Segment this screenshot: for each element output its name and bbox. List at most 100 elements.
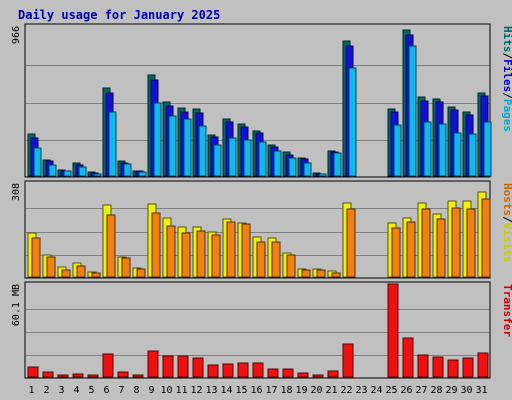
- y-max-label: 308: [11, 183, 22, 201]
- transfer-bar: [447, 359, 459, 378]
- pages-bar: [168, 115, 177, 177]
- x-axis: 1 2 3 4 5 6 7 8 9 10 11 12 13 14 15 16 17 18 19 20 21 22 23 24 2…: [28, 385, 487, 396]
- y-max-label: 966: [11, 26, 22, 44]
- transfer-bar: [432, 356, 444, 378]
- pages-bar: [228, 137, 237, 177]
- hosts-bar: [481, 198, 491, 278]
- x-tick-label: 3: [58, 385, 64, 396]
- x-tick-label: 31: [475, 385, 487, 396]
- pages-bar: [393, 124, 402, 177]
- hosts-bar: [151, 212, 161, 278]
- pages-bar: [408, 45, 417, 177]
- transfer-bar: [267, 368, 279, 378]
- transfer-bar: [237, 362, 249, 378]
- transfer-bar: [207, 364, 219, 378]
- legend-entry: Hits: [501, 26, 512, 53]
- pages-bar: [333, 152, 342, 177]
- transfer-bar: [312, 374, 324, 378]
- transfer-bar: [402, 337, 414, 378]
- x-tick-label: 10: [160, 385, 172, 396]
- x-tick-label: 13: [205, 385, 217, 396]
- x-tick-label: 29: [445, 385, 457, 396]
- pages-bar: [108, 111, 117, 177]
- x-tick-label: 20: [310, 385, 322, 396]
- hosts-bar: [451, 207, 461, 278]
- pages-bar: [63, 170, 72, 177]
- hosts-bar: [436, 218, 446, 278]
- transfer-bar: [342, 343, 354, 378]
- pages-bar: [423, 121, 432, 177]
- pages-bar: [468, 133, 477, 177]
- pages-bar: [303, 162, 312, 177]
- transfer-bar: [462, 357, 474, 378]
- transfer-bar: [27, 366, 39, 378]
- pages-bar: [183, 118, 192, 177]
- hosts-bar: [301, 269, 311, 278]
- transfer-bar: [147, 350, 159, 378]
- transfer-bar: [87, 374, 99, 378]
- pages-bar: [48, 164, 57, 177]
- transfer-bar: [102, 353, 114, 378]
- x-tick-label: 2: [43, 385, 49, 396]
- pages-bar: [123, 163, 132, 177]
- pages-bar: [438, 123, 447, 177]
- transfer-bar: [282, 368, 294, 378]
- x-tick-label: 7: [118, 385, 124, 396]
- x-tick-label: 22: [340, 385, 352, 396]
- transfer-bar: [162, 355, 174, 378]
- transfer-bar: [252, 362, 264, 378]
- x-tick-label: 5: [88, 385, 94, 396]
- hosts-bar: [316, 269, 326, 278]
- legend-entry: Pages: [501, 99, 512, 132]
- hosts-bar: [61, 269, 71, 278]
- transfer-bar: [387, 283, 399, 378]
- legend-entry: Transfer: [501, 284, 512, 337]
- pages-bar: [198, 125, 207, 177]
- hosts-bar: [331, 272, 341, 278]
- pages-bar: [258, 141, 267, 177]
- hosts-bar: [46, 256, 56, 278]
- pages-bar: [318, 173, 327, 177]
- x-tick-label: 11: [175, 385, 187, 396]
- x-tick-label: 30: [460, 385, 472, 396]
- hosts-bar: [181, 232, 191, 278]
- hosts-bar: [271, 241, 281, 278]
- transfer-bar: [117, 371, 129, 378]
- pages-bar: [273, 150, 282, 177]
- pages-bar: [33, 147, 42, 177]
- transfer-bar: [297, 372, 309, 378]
- panel-hosts-visits: 308 Hosts/Visits: [11, 180, 512, 279]
- hosts-bar: [286, 254, 296, 278]
- pages-bar: [138, 171, 147, 177]
- hosts-bar: [256, 241, 266, 278]
- transfer-bar: [222, 363, 234, 378]
- pages-bar: [213, 144, 222, 177]
- legend-entry: Files: [501, 59, 512, 92]
- transfer-bar: [42, 371, 54, 378]
- transfer-bar: [192, 357, 204, 378]
- hosts-bar: [346, 208, 356, 278]
- transfer-bar: [327, 370, 339, 378]
- pages-bar: [288, 157, 297, 177]
- transfer-bar: [72, 373, 84, 378]
- hosts-bar: [226, 221, 236, 278]
- hosts-bar: [136, 268, 146, 278]
- hosts-bar: [31, 237, 41, 278]
- transfer-bar: [177, 355, 189, 378]
- x-tick-label: 17: [265, 385, 277, 396]
- transfer-bar: [132, 374, 144, 378]
- hosts-bar: [241, 223, 251, 278]
- transfer-bar: [57, 374, 69, 378]
- hosts-bar: [166, 225, 176, 278]
- transfer-bar: [477, 352, 489, 378]
- x-tick-label: 4: [73, 385, 79, 396]
- pages-bar: [348, 67, 357, 177]
- hosts-bar: [466, 208, 476, 278]
- pages-bar: [93, 173, 102, 177]
- series-legend: Hosts/Visits: [501, 183, 512, 263]
- pages-bar: [243, 139, 252, 177]
- y-max-label: 60.1 MB: [11, 284, 22, 326]
- x-tick-label: 16: [250, 385, 262, 396]
